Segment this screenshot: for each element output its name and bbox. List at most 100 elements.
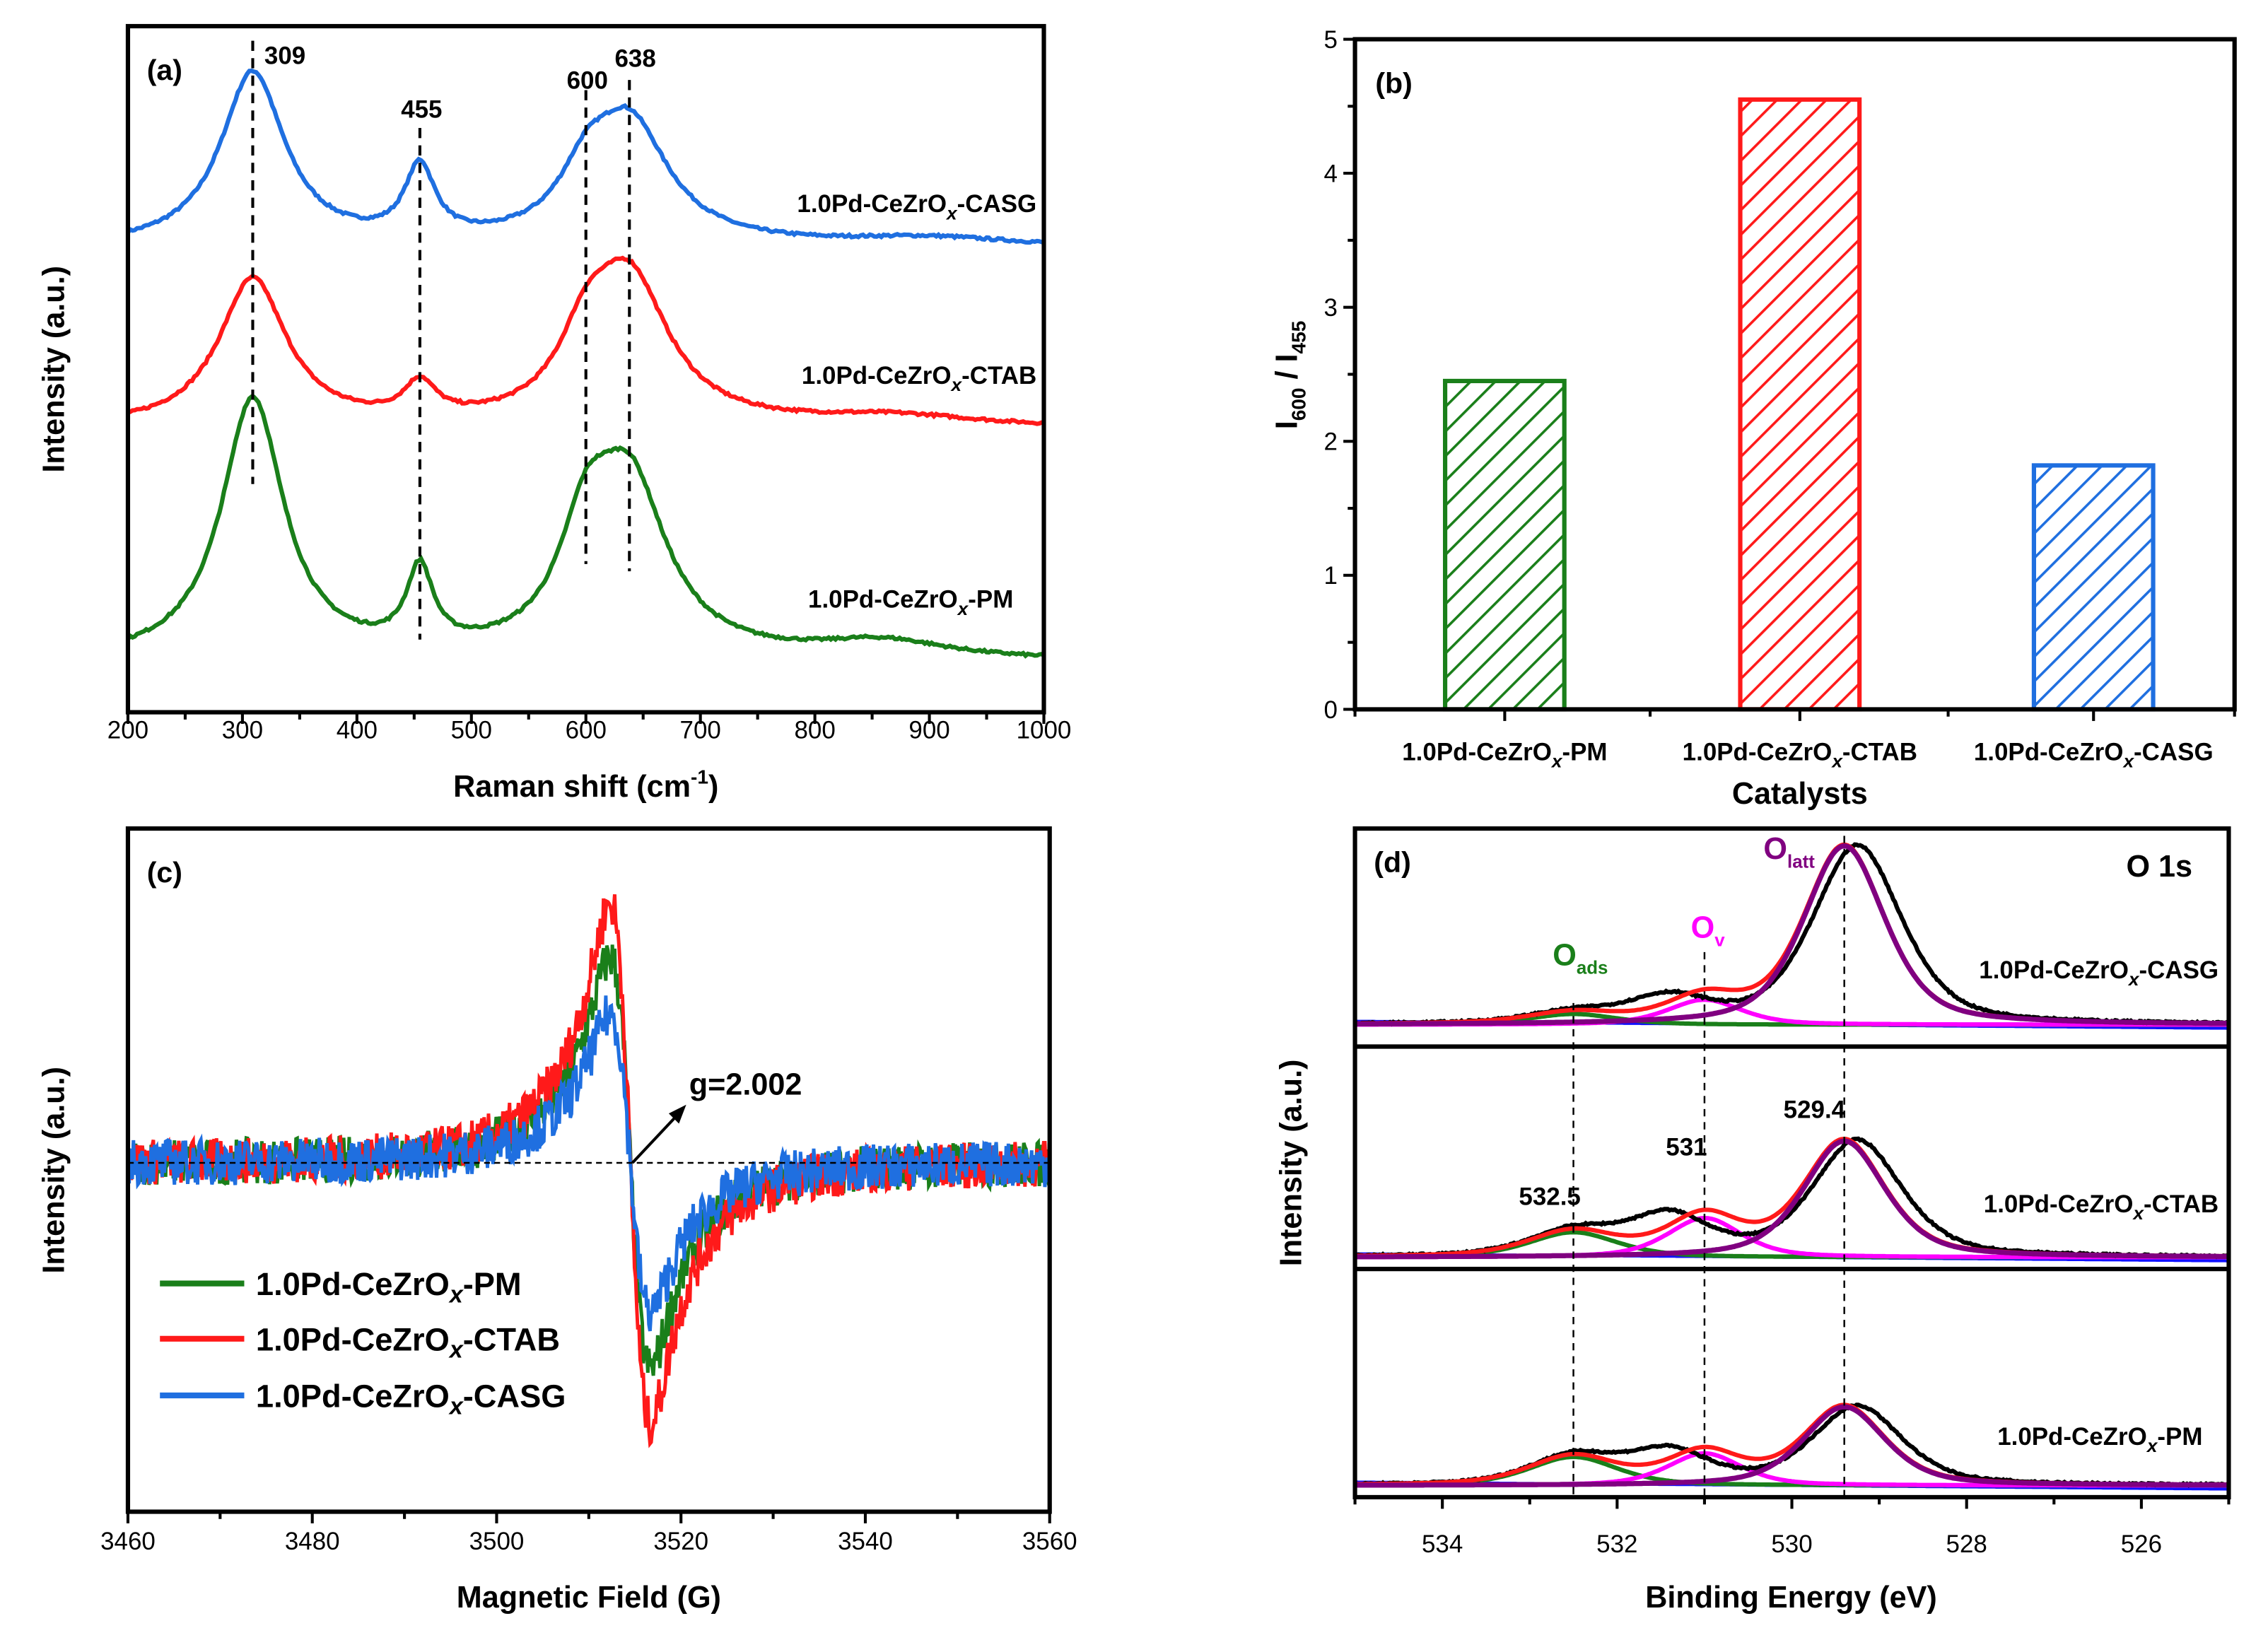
legend-label: 1.0Pd-CeZrOx-PM xyxy=(256,1266,522,1308)
panel-label: (a) xyxy=(147,54,182,86)
y-tick-label: 3 xyxy=(1323,294,1337,322)
name-suffix: -PM xyxy=(463,1266,522,1302)
component-energy-label: 531 xyxy=(1666,1134,1707,1161)
name-prefix: 1.0Pd-CeZrO xyxy=(1984,1190,2134,1218)
component-label-main: O xyxy=(1553,938,1577,972)
name-suffix: -CTAB xyxy=(463,1321,560,1357)
x-tick-label: 3480 xyxy=(285,1528,340,1555)
name-subscript: x xyxy=(448,1393,464,1420)
y-axis-label: Intensity (a.u.) xyxy=(37,266,71,473)
name-suffix: -CASG xyxy=(2134,738,2214,766)
component-energy-label: 532.5 xyxy=(1519,1183,1580,1211)
category-label: 1.0Pd-CeZrOx-CTAB xyxy=(1683,738,1917,771)
x-tick-label: 900 xyxy=(908,717,949,744)
annotation-arrow xyxy=(631,1113,679,1164)
y-tick-label: 4 xyxy=(1323,160,1337,187)
name-prefix: 1.0Pd-CeZrO xyxy=(808,586,958,614)
component-energy-label: 529.4 xyxy=(1784,1096,1846,1123)
x-tick-label: 528 xyxy=(1946,1530,1987,1558)
name-suffix: -CTAB xyxy=(961,362,1036,390)
y-axis-label: Intensity (a.u.) xyxy=(37,1067,71,1274)
category-label: 1.0Pd-CeZrOx-PM xyxy=(1402,738,1607,771)
name-suffix: -PM xyxy=(2157,1423,2202,1451)
component-label: Ov xyxy=(1691,910,1726,950)
x-tick-label: 600 xyxy=(566,717,607,744)
bar xyxy=(1442,378,1567,712)
name-prefix: 1.0Pd-CeZrO xyxy=(256,1378,450,1414)
name-prefix: 1.0Pd-CeZrO xyxy=(802,362,952,390)
x-tick-label: 532 xyxy=(1596,1530,1637,1558)
name-subscript: x xyxy=(2146,1435,2158,1456)
bar xyxy=(1738,97,1862,712)
x-tick-label: 3460 xyxy=(100,1528,156,1555)
series-label: 1.0Pd-CeZrOx-PM xyxy=(808,586,1013,619)
peak-marker-label: 309 xyxy=(264,42,305,69)
name-suffix: -CTAB xyxy=(1842,738,1917,766)
y-axis-label: Intensity (a.u.) xyxy=(1274,1060,1308,1267)
y-label-a: I xyxy=(1270,421,1304,429)
name-prefix: 1.0Pd-CeZrO xyxy=(797,190,947,218)
x-tick-label: 800 xyxy=(794,717,835,744)
x-tick-label: 530 xyxy=(1771,1530,1812,1558)
y-label-b-sub: 455 xyxy=(1288,321,1310,354)
y-tick-label: 0 xyxy=(1323,696,1337,724)
x-axis-label-end: ) xyxy=(708,770,718,804)
peak-marker-label: 600 xyxy=(567,66,608,94)
epr-series-line xyxy=(126,995,1051,1332)
g-value-annotation: g=2.002 xyxy=(689,1067,802,1101)
x-tick-label: 3540 xyxy=(838,1528,893,1555)
panel-c-epr: g=2.002 3460 3480 3500 3520 3540 3560 Magnetic … xyxy=(37,826,1077,1615)
x-tick-label: 526 xyxy=(2121,1530,2162,1558)
x-tick-label: 3520 xyxy=(653,1528,708,1555)
name-prefix: 1.0Pd-CeZrO xyxy=(256,1321,450,1357)
y-label-a-sub: 600 xyxy=(1288,388,1310,421)
series-label: 1.0Pd-CeZrOx-CTAB xyxy=(802,362,1036,395)
xps-component-line xyxy=(1355,843,2229,1027)
panel-label: (b) xyxy=(1375,67,1413,100)
series-label: 1.0Pd-CeZrOx-CASG xyxy=(797,190,1036,223)
xps-component-line xyxy=(1355,1404,2229,1488)
name-suffix: -PM xyxy=(1562,738,1607,766)
x-tick-label: 200 xyxy=(107,717,148,744)
component-label-main: O xyxy=(1763,832,1787,866)
name-suffix: -PM xyxy=(968,586,1013,614)
y-axis-label: I600 / I455 xyxy=(1270,321,1309,430)
name-prefix: 1.0Pd-CeZrO xyxy=(1974,738,2124,766)
name-prefix: 1.0Pd-CeZrO xyxy=(1683,738,1832,766)
series-label: 1.0Pd-CeZrOx-PM xyxy=(1997,1423,2202,1456)
panel-d-xps: 534 532 530 528 526 Binding Energy (eV) Intens… xyxy=(1274,826,2231,1615)
name-suffix: -CASG xyxy=(463,1378,566,1414)
arrow-head-icon xyxy=(668,1104,686,1124)
x-tick-label: 3560 xyxy=(1022,1528,1077,1555)
peak-marker-label: 638 xyxy=(615,45,656,73)
y-label-sep: / I xyxy=(1270,354,1304,388)
x-tick-label: 500 xyxy=(451,717,492,744)
name-prefix: 1.0Pd-CeZrO xyxy=(1402,738,1552,766)
component-label-sub: latt xyxy=(1787,853,1815,872)
x-axis-label: Raman shift (cm-1) xyxy=(453,766,718,804)
x-tick-label: 700 xyxy=(680,717,721,744)
name-subscript: x xyxy=(448,1281,464,1308)
name-subscript: x xyxy=(2127,968,2140,990)
name-subscript: x xyxy=(448,1337,464,1364)
x-axis-label: Catalysts xyxy=(1732,777,1868,811)
panel-label: (d) xyxy=(1374,846,1411,879)
name-subscript: x xyxy=(950,374,963,395)
name-subscript: x xyxy=(2122,751,2134,772)
x-tick-label: 534 xyxy=(1422,1530,1463,1558)
name-suffix: -CASG xyxy=(957,190,1037,218)
x-axis-label: Magnetic Field (G) xyxy=(457,1581,721,1615)
component-label-sub: v xyxy=(1714,931,1725,951)
component-label-sub: ads xyxy=(1577,959,1608,978)
x-tick-label: 300 xyxy=(222,717,263,744)
name-subscript: x xyxy=(2132,1202,2144,1224)
component-label: Olatt xyxy=(1763,832,1815,872)
plot-frame xyxy=(1352,826,2231,1500)
raman-series-line xyxy=(126,394,1045,659)
panel-label: (c) xyxy=(147,856,182,889)
y-tick-label: 2 xyxy=(1323,428,1337,456)
xps-component-line xyxy=(1355,1138,2229,1260)
y-tick-label: 1 xyxy=(1323,562,1337,590)
